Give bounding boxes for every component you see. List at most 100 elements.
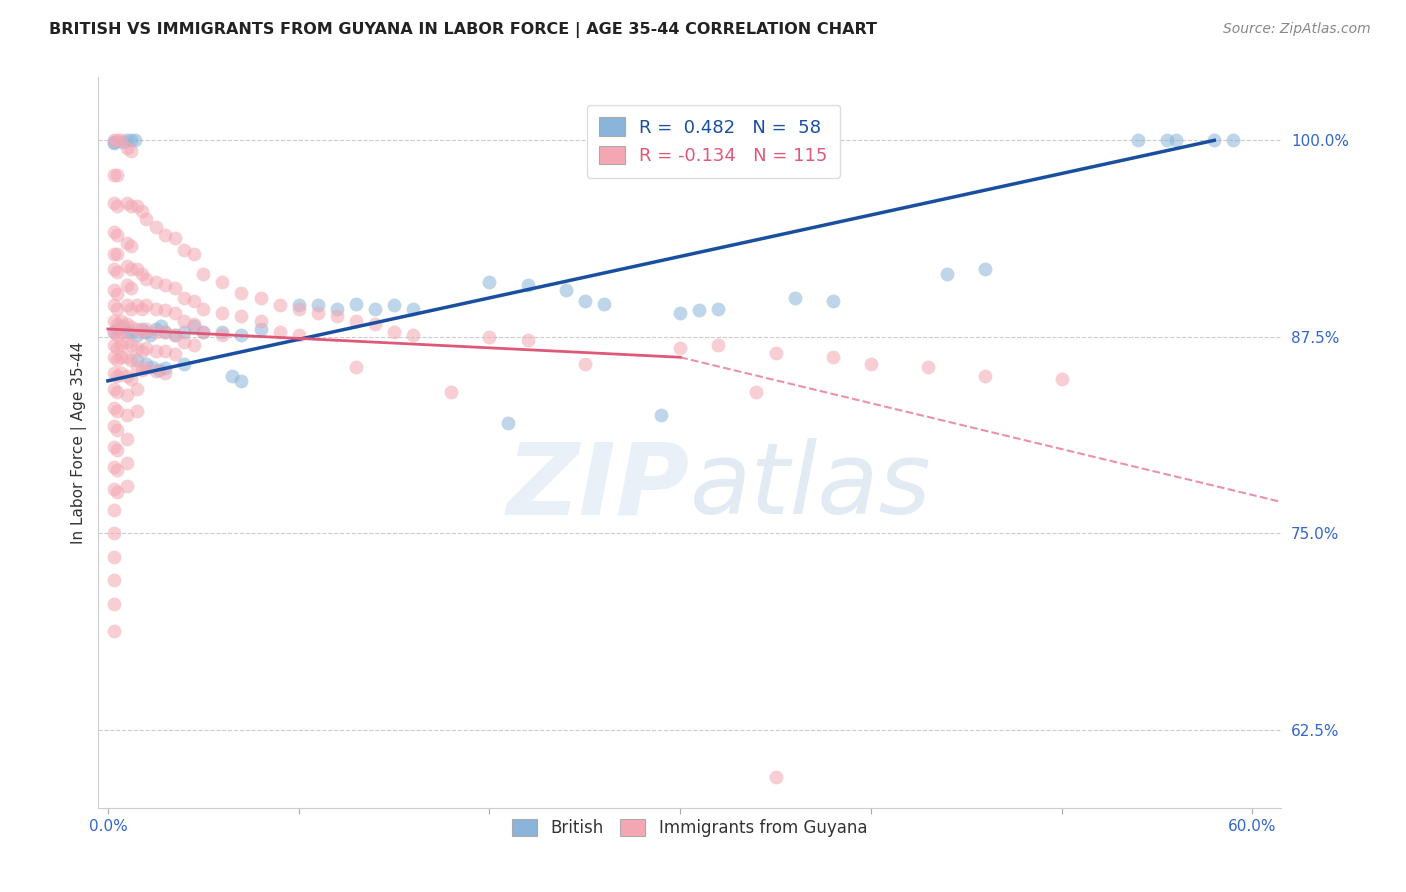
- Point: [115, 259, 138, 273]
- Point: [120, 262, 142, 277]
- Point: [382, 325, 405, 339]
- Point: [103, 225, 125, 239]
- Point: [103, 135, 125, 149]
- Point: [103, 314, 125, 328]
- Point: [115, 196, 138, 211]
- Point: [131, 301, 153, 316]
- Point: [669, 306, 692, 320]
- Point: [326, 310, 349, 324]
- Point: [120, 133, 142, 147]
- Point: [125, 322, 148, 336]
- Point: [183, 246, 205, 260]
- Point: [115, 351, 138, 365]
- Point: [231, 285, 253, 300]
- Point: [153, 227, 176, 242]
- Point: [440, 384, 463, 399]
- Point: [107, 199, 129, 213]
- Point: [131, 363, 153, 377]
- Point: [103, 136, 125, 151]
- Point: [107, 265, 129, 279]
- Point: [107, 463, 129, 477]
- Point: [231, 310, 253, 324]
- Point: [688, 303, 710, 318]
- Point: [193, 301, 215, 316]
- Point: [173, 325, 195, 339]
- Point: [402, 328, 425, 343]
- Point: [115, 133, 138, 147]
- Point: [163, 306, 186, 320]
- Point: [103, 366, 125, 380]
- Point: [153, 343, 176, 358]
- Point: [478, 275, 501, 289]
- Point: [103, 196, 125, 211]
- Point: [593, 297, 616, 311]
- Point: [115, 334, 138, 349]
- Point: [103, 502, 125, 516]
- Point: [120, 281, 142, 295]
- Point: [287, 298, 309, 312]
- Point: [115, 456, 138, 470]
- Point: [115, 479, 138, 493]
- Point: [103, 401, 125, 415]
- Point: [124, 133, 146, 147]
- Point: [115, 277, 138, 292]
- Point: [125, 382, 148, 396]
- Point: [1222, 133, 1244, 147]
- Point: [153, 325, 176, 339]
- Point: [307, 306, 329, 320]
- Point: [125, 403, 148, 417]
- Point: [859, 357, 882, 371]
- Y-axis label: In Labor Force | Age 35-44: In Labor Force | Age 35-44: [72, 342, 87, 544]
- Point: [131, 325, 153, 339]
- Point: [173, 334, 195, 349]
- Point: [139, 328, 162, 343]
- Point: [107, 369, 129, 384]
- Point: [112, 135, 135, 149]
- Point: [163, 328, 186, 343]
- Point: [287, 328, 309, 343]
- Point: [145, 301, 167, 316]
- Point: [120, 372, 142, 386]
- Point: [131, 322, 153, 336]
- Point: [193, 267, 215, 281]
- Point: [141, 359, 163, 374]
- Point: [1156, 133, 1178, 147]
- Point: [382, 298, 405, 312]
- Point: [917, 359, 939, 374]
- Point: [120, 337, 142, 351]
- Point: [145, 219, 167, 234]
- Point: [103, 337, 125, 351]
- Point: [765, 345, 787, 359]
- Point: [135, 341, 157, 355]
- Point: [107, 328, 129, 343]
- Point: [110, 337, 132, 351]
- Point: [1204, 133, 1226, 147]
- Point: [249, 322, 271, 336]
- Point: [153, 366, 176, 380]
- Point: [287, 301, 309, 316]
- Text: ZIP: ZIP: [506, 438, 690, 535]
- Point: [103, 574, 125, 588]
- Point: [110, 366, 132, 380]
- Point: [107, 353, 129, 368]
- Point: [148, 363, 170, 377]
- Point: [115, 318, 138, 332]
- Point: [131, 204, 153, 219]
- Point: [936, 267, 959, 281]
- Text: Source: ZipAtlas.com: Source: ZipAtlas.com: [1223, 22, 1371, 37]
- Point: [103, 325, 125, 339]
- Point: [135, 271, 157, 285]
- Point: [107, 322, 129, 336]
- Point: [120, 238, 142, 252]
- Point: [211, 275, 233, 289]
- Point: [125, 298, 148, 312]
- Point: [115, 141, 138, 155]
- Point: [135, 322, 157, 336]
- Point: [145, 275, 167, 289]
- Point: [110, 325, 132, 339]
- Point: [150, 318, 173, 333]
- Point: [145, 364, 167, 378]
- Point: [107, 318, 129, 332]
- Point: [183, 293, 205, 308]
- Point: [669, 341, 692, 355]
